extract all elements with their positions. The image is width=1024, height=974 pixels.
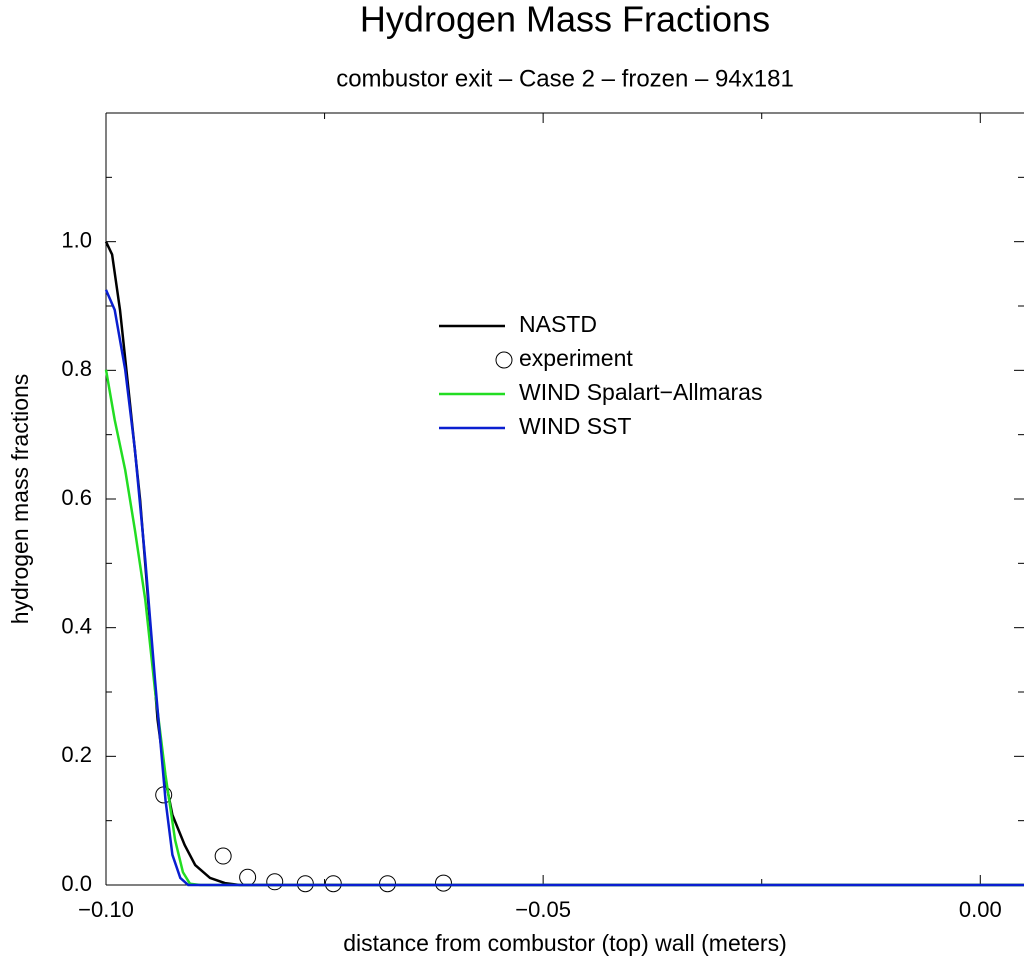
experiment-marker bbox=[379, 875, 397, 893]
experiment-marker bbox=[239, 868, 257, 886]
experiment-marker bbox=[324, 875, 342, 893]
experiment-marker bbox=[434, 874, 452, 892]
legend-label: NASTD bbox=[519, 311, 597, 337]
y-tick-label: 1.0 bbox=[61, 227, 92, 252]
legend-label: WIND SST bbox=[519, 413, 631, 439]
x-tick-label: −0.10 bbox=[78, 897, 134, 922]
y-axis-label: hydrogen mass fractions bbox=[7, 374, 33, 625]
chart-subtitle: combustor exit – Case 2 – frozen – 94x18… bbox=[336, 65, 794, 92]
y-tick-label: 0.2 bbox=[61, 742, 92, 767]
y-tick-label: 0.4 bbox=[61, 613, 92, 638]
experiment-marker bbox=[296, 875, 314, 893]
x-axis-label: distance from combustor (top) wall (mete… bbox=[343, 930, 787, 956]
series-line bbox=[104, 241, 1024, 887]
series-line bbox=[104, 369, 1024, 887]
experiment-marker bbox=[266, 873, 284, 891]
y-tick-label: 0.6 bbox=[61, 485, 92, 510]
legend-label: experiment bbox=[519, 345, 633, 371]
x-tick-label: 0.00 bbox=[959, 897, 1002, 922]
y-tick-label: 0.8 bbox=[61, 356, 92, 381]
experiment-marker bbox=[214, 847, 232, 865]
series-line bbox=[104, 289, 1024, 887]
legend-marker bbox=[495, 351, 513, 369]
x-tick-label: −0.05 bbox=[515, 897, 571, 922]
y-tick-label: 0.0 bbox=[61, 871, 92, 896]
chart-title: Hydrogen Mass Fractions bbox=[360, 0, 770, 40]
legend-label: WIND Spalart−Allmaras bbox=[519, 379, 762, 405]
